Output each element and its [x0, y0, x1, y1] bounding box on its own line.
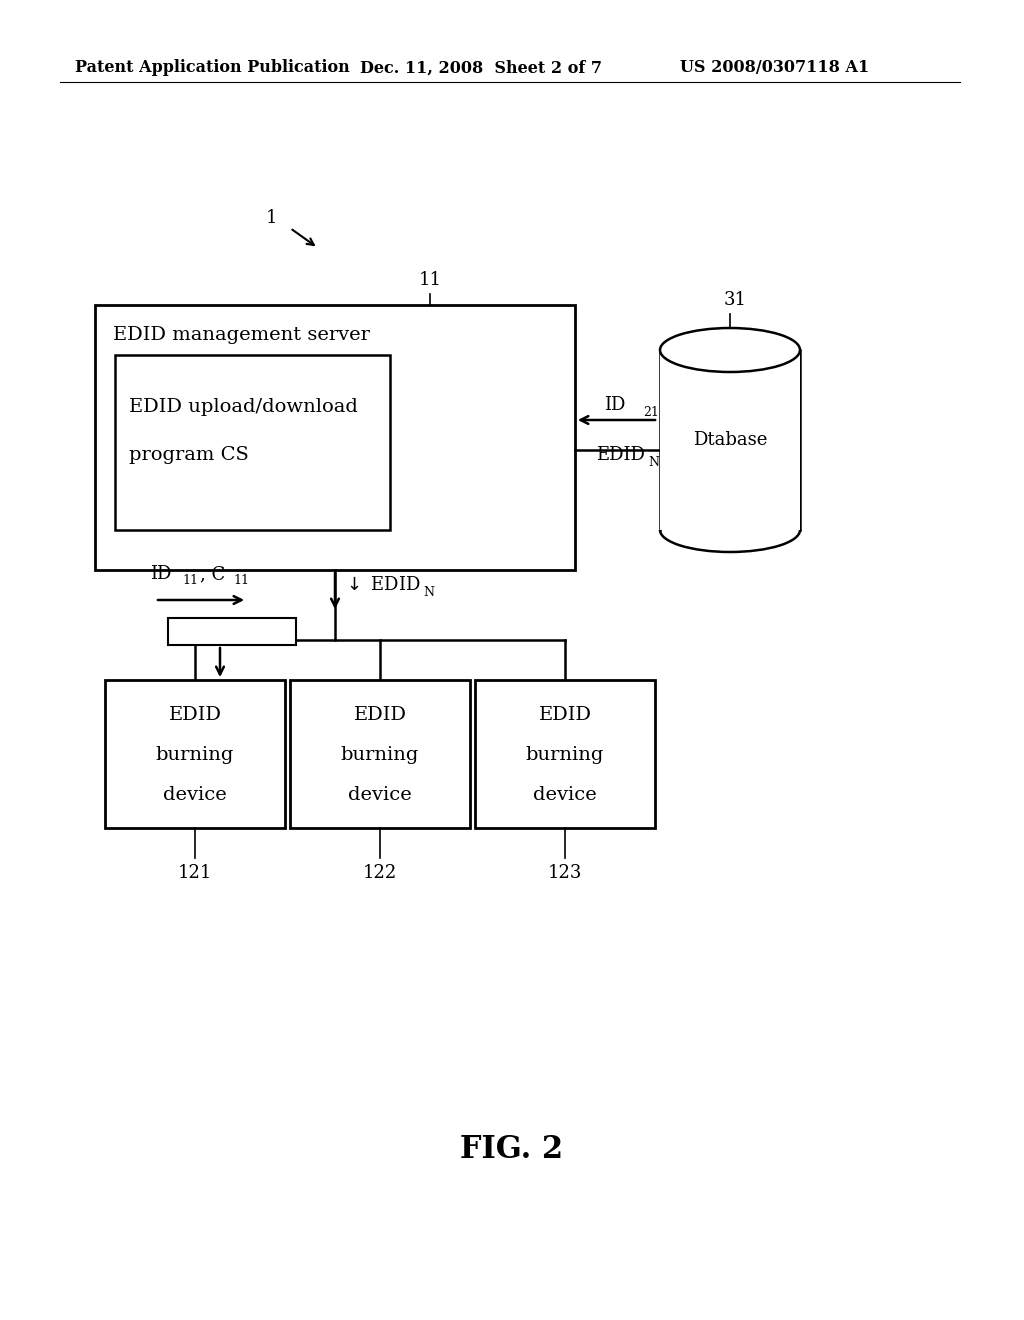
Text: Dtabase: Dtabase: [693, 432, 767, 449]
Text: 11: 11: [233, 574, 249, 587]
FancyBboxPatch shape: [115, 355, 390, 531]
Text: N: N: [250, 628, 261, 642]
Text: Dec. 11, 2008  Sheet 2 of 7: Dec. 11, 2008 Sheet 2 of 7: [360, 59, 602, 77]
Text: FIG. 2: FIG. 2: [461, 1134, 563, 1166]
Text: US 2008/0307118 A1: US 2008/0307118 A1: [680, 59, 869, 77]
FancyBboxPatch shape: [95, 305, 575, 570]
FancyBboxPatch shape: [105, 680, 285, 828]
Text: 1: 1: [266, 209, 278, 227]
Text: $\overline{\mathrm{EDID}}$: $\overline{\mathrm{EDID}}$: [176, 620, 219, 642]
Text: EDID: EDID: [596, 446, 645, 465]
Text: ID: ID: [150, 565, 171, 583]
Text: EDID: EDID: [539, 706, 592, 723]
Text: EDID: EDID: [169, 706, 221, 723]
Text: device: device: [163, 785, 227, 804]
Text: burning: burning: [156, 746, 234, 764]
Text: , C: , C: [200, 565, 225, 583]
Text: burning: burning: [341, 746, 419, 764]
Text: EDID upload/download: EDID upload/download: [129, 399, 357, 416]
Ellipse shape: [660, 327, 800, 372]
Text: 121: 121: [178, 865, 212, 882]
Text: device: device: [348, 785, 412, 804]
Text: burning: burning: [525, 746, 604, 764]
Text: ID: ID: [604, 396, 626, 414]
Text: 122: 122: [362, 865, 397, 882]
Text: 11: 11: [419, 271, 441, 289]
Text: N: N: [648, 455, 659, 469]
Text: 11: 11: [182, 574, 198, 587]
Text: EDID: EDID: [353, 706, 407, 723]
Text: N: N: [423, 586, 434, 598]
Bar: [660, 350, 800, 531]
Text: Patent Application Publication: Patent Application Publication: [75, 59, 350, 77]
FancyBboxPatch shape: [475, 680, 655, 828]
Text: EDID management server: EDID management server: [113, 326, 370, 345]
Text: program CS: program CS: [129, 446, 249, 465]
Text: 123: 123: [548, 865, 583, 882]
Text: 31: 31: [724, 290, 746, 309]
Text: device: device: [534, 785, 597, 804]
Text: $\downarrow$ EDID: $\downarrow$ EDID: [343, 576, 421, 594]
FancyBboxPatch shape: [290, 680, 470, 828]
FancyBboxPatch shape: [168, 618, 296, 645]
Text: 21: 21: [643, 405, 658, 418]
